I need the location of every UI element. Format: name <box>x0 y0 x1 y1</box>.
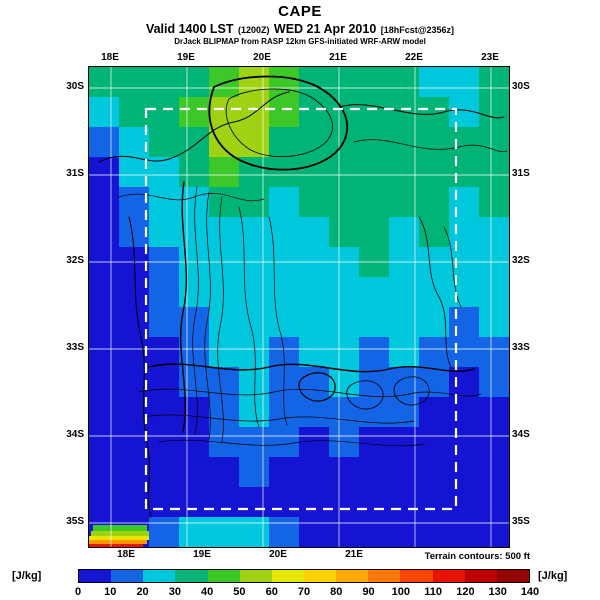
colorbar-tick: 60 <box>265 586 278 598</box>
lat-label-left: 31S <box>66 168 84 179</box>
colorbar-segment <box>464 570 497 582</box>
model-credit: DrJack BLIPMAP from RASP 12km GFS-initia… <box>174 37 426 46</box>
lat-label-right: 32S <box>512 255 530 266</box>
lon-label-top: 20E <box>253 52 271 63</box>
lon-label-bottom: 21E <box>345 549 363 560</box>
colorbar-segment <box>496 570 529 582</box>
colorbar-segment <box>207 570 240 582</box>
page-title: CAPE <box>278 3 322 20</box>
lon-label-bottom: 20E <box>269 549 287 560</box>
lon-label-top: 19E <box>177 52 195 63</box>
unit-label-right: [J/kg] <box>538 570 568 582</box>
lat-label-left: 34S <box>66 429 84 440</box>
colorbar-tick: 0 <box>74 586 82 598</box>
colorbar-tick: 120 <box>456 586 475 598</box>
colorbar-tick: 130 <box>488 586 507 598</box>
colorbar-tick: 10 <box>104 586 117 598</box>
lat-label-left: 32S <box>66 255 84 266</box>
valid-time: Valid 1400 LST <box>145 22 234 36</box>
terrain-note: Terrain contours: 500 ft <box>424 551 530 562</box>
colorbar-tick: 20 <box>136 586 149 598</box>
colorbar-segment <box>336 570 369 582</box>
valid-line: Valid 1400 LST (1200Z) WED 21 Apr 2010 [… <box>0 20 600 38</box>
lat-label-right: 34S <box>512 429 530 440</box>
colorbar-segment <box>368 570 401 582</box>
lat-label-left: 30S <box>66 81 84 92</box>
lon-label-bottom: 19E <box>193 549 211 560</box>
colorbar-segment <box>239 570 272 582</box>
colorbar <box>78 569 530 583</box>
lat-label-right: 31S <box>512 168 530 179</box>
unit-label-left: [J/kg] <box>12 570 42 582</box>
colorbar-tick: 80 <box>330 586 343 598</box>
colorbar-segment <box>175 570 208 582</box>
colorbar-segment <box>79 570 112 582</box>
colorbar-segment <box>111 570 144 582</box>
colorbar-tick: 40 <box>201 586 214 598</box>
colorbar-segment <box>143 570 176 582</box>
lat-label-right: 30S <box>512 81 530 92</box>
lon-label-top: 23E <box>481 52 499 63</box>
cape-field-svg <box>89 67 509 547</box>
lon-label-top: 22E <box>405 52 423 63</box>
valid-date: WED 21 Apr 2010 <box>273 22 377 36</box>
forecast-tag: [18hFcst@2356z] <box>380 25 455 35</box>
lat-label-right: 33S <box>512 342 530 353</box>
colorbar-segment <box>271 570 304 582</box>
colorbar-tick: 110 <box>424 586 443 598</box>
colorbar-tick: 70 <box>297 586 311 598</box>
lon-label-top: 18E <box>101 52 119 63</box>
colorbar-tick: 50 <box>233 586 246 598</box>
colorbar-segment <box>432 570 465 582</box>
lat-label-right: 35S <box>512 516 530 527</box>
colorbar-tick: 90 <box>362 586 375 598</box>
lat-label-left: 35S <box>66 516 84 527</box>
cape-field <box>89 67 509 547</box>
lat-label-left: 33S <box>66 342 84 353</box>
map-frame <box>88 66 510 548</box>
colorbar-segment <box>303 570 337 582</box>
valid-zulu: (1200Z) <box>237 25 270 35</box>
colorbar-tick: 140 <box>520 586 540 598</box>
colorbar-tick: 100 <box>391 586 411 598</box>
colorbar-tick: 30 <box>168 586 181 598</box>
lon-label-bottom: 18E <box>117 549 135 560</box>
lon-label-top: 21E <box>329 52 347 63</box>
colorbar-segment <box>400 570 433 582</box>
